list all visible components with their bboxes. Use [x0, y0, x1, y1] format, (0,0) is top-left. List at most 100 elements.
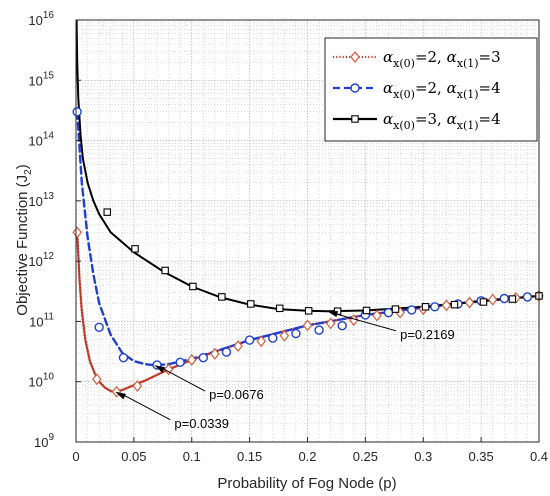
y-tick-label: 1016	[28, 10, 54, 28]
series-2-marker	[268, 333, 278, 343]
series-3-marker	[275, 304, 284, 313]
legend-text-part: α	[383, 48, 393, 66]
annotation-layer: p=0.2169 p=0.0676 p=0.0339	[115, 311, 455, 431]
y-tick-exponent: 9	[48, 432, 54, 443]
y-tick-exponent: 14	[43, 131, 55, 142]
series-3-marker	[362, 306, 371, 315]
legend-subscript: x(1)	[457, 57, 479, 70]
legend-text-part: α	[447, 48, 457, 66]
x-tick-label: 0	[72, 449, 79, 464]
x-axis-title: Probability of Fog Node (p)	[217, 475, 396, 492]
annotation-arrowhead	[154, 365, 166, 373]
legend-marker-3	[351, 115, 359, 123]
y-tick-exponent: 11	[44, 311, 55, 322]
y-axis-title-main: Objective Function (J	[14, 175, 31, 316]
x-tick-label: 0.4	[530, 449, 548, 464]
y-axis-title: Objective Function (J2)	[14, 164, 34, 315]
legend-marker-1	[350, 51, 360, 63]
series-line-1	[76, 231, 539, 393]
x-tick-label: 0.25	[353, 449, 378, 464]
legend-marker-2	[350, 83, 360, 93]
legend-text-part: =2,	[415, 79, 447, 97]
y-tick-exponent: 15	[43, 70, 55, 81]
legend-text-part: =4	[479, 79, 501, 97]
tick-layer	[75, 19, 540, 443]
y-tick-base: 10	[28, 134, 42, 149]
legend-text-part: =4	[479, 110, 501, 128]
y-tick-label: 109	[34, 432, 54, 450]
y-tick-exponent: 10	[43, 372, 55, 383]
legend-text-part: α	[447, 79, 457, 97]
y-tick-label: 1013	[28, 191, 54, 209]
x-tick-labels: 0 0.05 0.1 0.15 0.2 0.25 0.3 0.35 0.4	[72, 449, 548, 464]
series-2-marker	[383, 307, 394, 318]
legend: αx(0)=2, αx(1)=3αx(0)=2, αx(1)=4αx(0)=3,…	[324, 37, 538, 142]
series-1-marker	[325, 317, 336, 330]
series-3-marker	[247, 300, 255, 308]
y-tick-exponent: 13	[43, 191, 55, 202]
series-2-marker	[314, 325, 324, 335]
legend-text-part: α	[383, 110, 393, 128]
legend-label-2: αx(0)=2, αx(1)=4	[383, 79, 501, 101]
series-3-marker	[218, 293, 226, 301]
y-tick-label: 1011	[29, 311, 54, 329]
annotation-label: p=0.0676	[209, 387, 264, 402]
series-1-marker	[163, 363, 174, 376]
legend-subscript: x(0)	[393, 88, 415, 101]
series-2-marker	[221, 347, 232, 357]
legend-text-part: =3,	[415, 110, 447, 128]
legend-box	[324, 37, 538, 142]
legend-subscript: x(1)	[457, 88, 479, 101]
legend-subscript: x(0)	[393, 57, 415, 70]
series-2-marker	[94, 322, 104, 332]
series-1-marker	[302, 319, 313, 332]
series-3-marker	[161, 266, 169, 275]
annotation-arrow-line	[121, 393, 171, 421]
y-tick-base: 10	[28, 73, 42, 88]
annotation-label: p=0.0339	[174, 416, 229, 431]
y-axis-title-sub: 2	[23, 169, 34, 175]
y-tick-label: 1010	[28, 372, 54, 390]
series-2-marker	[118, 353, 129, 363]
series-2-marker	[499, 293, 509, 304]
series-1-marker	[92, 373, 102, 386]
series-2-marker	[522, 292, 533, 302]
y-tick-label: 1014	[28, 131, 54, 149]
y-tick-exponent: 16	[43, 10, 55, 21]
legend-text-part: α	[447, 110, 457, 128]
y-tick-base: 10	[28, 13, 42, 28]
y-axis-title-close: )	[14, 164, 31, 169]
series-3-marker	[450, 300, 459, 309]
series-3-marker	[131, 245, 139, 253]
x-tick-label: 0.15	[237, 449, 262, 464]
x-tick-label: 0.3	[414, 449, 432, 464]
series-2-marker	[430, 302, 440, 312]
series-1-marker	[372, 309, 382, 322]
y-tick-base: 10	[28, 254, 42, 269]
series-1-marker	[72, 226, 82, 239]
y-tick-exponent: 12	[43, 251, 55, 262]
annotation-arrowhead	[327, 311, 339, 317]
series-3-marker	[508, 295, 517, 303]
series-1-marker	[441, 299, 452, 312]
legend-text-part: =3	[479, 48, 501, 66]
series-1-marker	[186, 353, 197, 366]
y-tick-base: 10	[29, 314, 43, 329]
x-tick-label: 0.1	[183, 449, 201, 464]
series-1-marker	[487, 293, 498, 306]
x-tick-label: 0.2	[298, 449, 316, 464]
series-1-marker	[464, 296, 475, 309]
series-3-marker	[479, 298, 488, 306]
legend-label-1: αx(0)=2, αx(1)=3	[383, 48, 501, 70]
series-2-marker	[406, 305, 417, 315]
annotation-arrow-line	[160, 366, 206, 392]
series-1-marker	[132, 380, 143, 392]
x-tick-label: 0.35	[468, 449, 493, 464]
annotation-arrow-line	[332, 312, 397, 332]
series-3-marker	[103, 208, 112, 216]
series-3-marker	[421, 303, 430, 311]
series-2-marker	[72, 107, 82, 117]
series-2-marker	[175, 357, 185, 367]
legend-subscript: x(1)	[457, 119, 479, 132]
series-2-marker	[291, 328, 301, 339]
